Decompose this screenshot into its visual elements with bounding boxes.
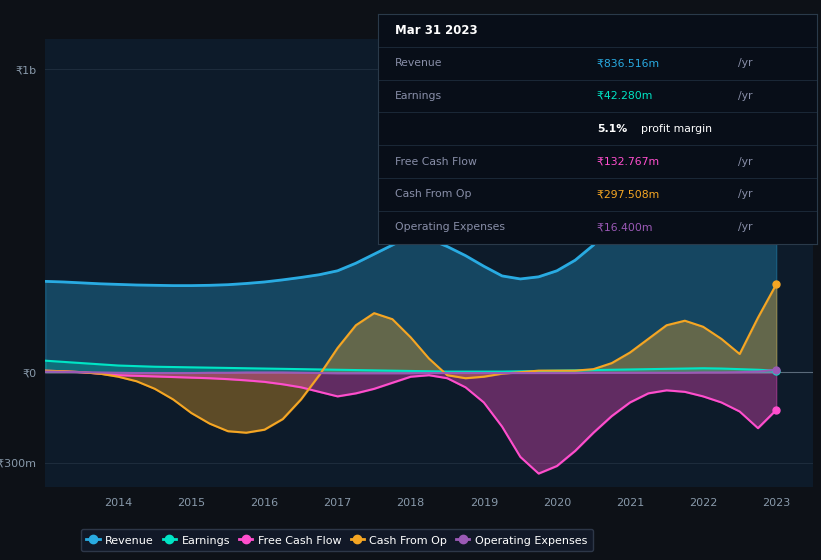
Text: Earnings: Earnings (395, 91, 443, 101)
Point (769, 365, 782, 374)
Point (769, 280, 782, 289)
Text: /yr: /yr (738, 189, 752, 199)
Text: ₹836.516m: ₹836.516m (598, 58, 663, 68)
Text: ₹132.767m: ₹132.767m (598, 157, 663, 167)
Text: Revenue: Revenue (395, 58, 443, 68)
Text: Operating Expenses: Operating Expenses (395, 222, 505, 232)
Text: Cash From Op: Cash From Op (395, 189, 472, 199)
Text: ₹42.280m: ₹42.280m (598, 91, 656, 101)
Text: Mar 31 2023: Mar 31 2023 (395, 24, 478, 37)
Text: /yr: /yr (738, 91, 752, 101)
Text: ₹297.508m: ₹297.508m (598, 189, 663, 199)
Text: ₹16.400m: ₹16.400m (598, 222, 656, 232)
Point (769, 132, 782, 141)
Point (769, 366, 782, 375)
Text: Free Cash Flow: Free Cash Flow (395, 157, 477, 167)
Text: /yr: /yr (738, 58, 752, 68)
Text: profit margin: profit margin (641, 124, 712, 134)
Legend: Revenue, Earnings, Free Cash Flow, Cash From Op, Operating Expenses: Revenue, Earnings, Free Cash Flow, Cash … (80, 529, 593, 551)
Point (769, 405, 782, 414)
Text: /yr: /yr (738, 222, 752, 232)
Text: /yr: /yr (738, 157, 752, 167)
Text: 5.1%: 5.1% (598, 124, 627, 134)
